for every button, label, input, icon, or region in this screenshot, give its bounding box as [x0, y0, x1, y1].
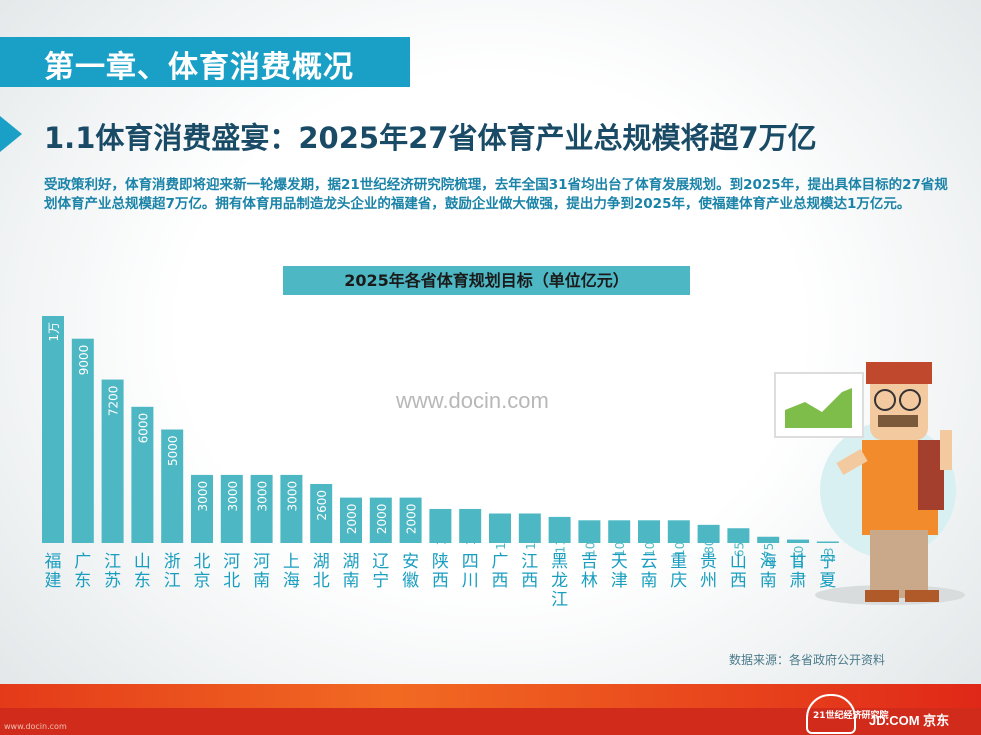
category-label: 黑龙江: [551, 552, 568, 610]
value-label: 150: [792, 546, 806, 569]
bar-广东: [71, 338, 94, 543]
category-label: 江西: [521, 552, 538, 591]
bar-河北: [220, 474, 243, 543]
value-label: 1300: [494, 519, 508, 550]
category-label: 浙江: [164, 552, 181, 591]
category-label: 云南: [641, 552, 658, 591]
bar-四川: [459, 508, 482, 543]
board-chart-icon: [785, 388, 852, 428]
value-label: 2000: [405, 504, 419, 535]
value-label: 3000: [226, 481, 240, 512]
category-label: 吉林: [581, 552, 598, 591]
bar-北京: [191, 474, 213, 543]
value-label: 2600: [315, 490, 329, 521]
watermark: www.docin.com: [396, 388, 549, 413]
category-label: 山西: [730, 552, 747, 591]
value-label: 9000: [77, 345, 91, 376]
value-label: 650: [732, 534, 746, 557]
bar-宁夏: [816, 541, 839, 543]
category-label: 上海: [283, 552, 300, 591]
value-label: 1000: [643, 526, 657, 557]
bar-浙江: [161, 429, 184, 543]
chart-title: 2025年各省体育规划目标（单位亿元）: [344, 271, 629, 290]
bar-江西: [518, 513, 541, 543]
bar-黑龙江: [548, 516, 571, 543]
bar-广西: [489, 513, 511, 543]
value-label: 1000: [613, 526, 627, 557]
category-label: 重庆: [670, 552, 687, 591]
chart-title-banner: 2025年各省体育规划目标（单位亿元）: [283, 266, 690, 295]
bar-吉林: [578, 520, 601, 543]
bar-辽宁: [369, 497, 392, 543]
value-label: 1150: [554, 523, 568, 554]
category-label: 辽宁: [372, 552, 389, 591]
bar-上海: [280, 474, 303, 543]
intro-paragraph: 受政策利好，体育消费即将迎来新一轮爆发期，据21世纪经济研究院梳理，去年全国31…: [44, 177, 948, 212]
category-label: 宁夏: [819, 552, 836, 591]
category-label: 湖南: [343, 552, 360, 591]
value-label: 3000: [196, 481, 210, 512]
value-label: 1500: [464, 515, 478, 546]
category-label: 河北: [223, 552, 240, 591]
value-label: 23: [822, 548, 836, 563]
value-label: 1500: [434, 515, 448, 546]
category-label: 广东: [74, 552, 91, 591]
category-label: 湖北: [313, 552, 330, 591]
presenter-illustration: [774, 362, 965, 605]
category-label: 贵州: [700, 552, 717, 591]
bar-云南: [638, 520, 660, 543]
value-label: 800: [703, 531, 717, 554]
category-label: 河南: [253, 552, 270, 591]
category-label: 陕西: [432, 552, 449, 591]
bar-天津: [608, 520, 631, 543]
brand-21-text: 21世纪经济研究院: [813, 711, 889, 721]
category-label: 甘肃: [790, 552, 807, 591]
bar-山西: [727, 528, 750, 543]
value-label: 275: [762, 543, 776, 566]
value-label: 2000: [375, 504, 389, 535]
category-label: 海南: [760, 552, 777, 591]
category-label: 北京: [194, 552, 211, 591]
value-label: 1300: [524, 519, 538, 550]
value-label: 1000: [583, 526, 597, 557]
bar-湖南: [340, 497, 362, 543]
value-label: 7200: [107, 386, 121, 417]
value-label: 3000: [285, 481, 299, 512]
jd-logo: JD.COM 京东: [869, 713, 950, 728]
section-title: 1.1体育消费盛宴：2025年27省体育产业总规模将超7万亿: [44, 121, 817, 155]
category-label: 天津: [611, 552, 628, 591]
value-label: 2000: [345, 504, 359, 535]
footer-url: www.docin.com: [4, 722, 67, 731]
data-source-note: 数据来源：各省政府公开资料: [729, 653, 886, 667]
bar-江苏: [101, 379, 124, 543]
value-label: 3000: [256, 481, 270, 512]
bar-湖北: [310, 483, 333, 543]
bar-重庆: [667, 520, 690, 543]
category-label: 福建: [45, 552, 62, 591]
bar-福建: [42, 316, 64, 543]
bar-陕西: [429, 508, 452, 543]
chapter-title: 第一章、体育消费概况: [44, 50, 354, 85]
chapter-banner: [0, 37, 410, 87]
value-label: 1万: [47, 322, 61, 342]
value-label: 5000: [166, 436, 180, 467]
category-label: 江苏: [104, 552, 121, 591]
category-label: 四川: [462, 552, 479, 591]
category-label: 山东: [134, 552, 151, 591]
bar-山东: [131, 406, 154, 543]
bar-河南: [250, 474, 273, 543]
category-label: 广西: [492, 552, 509, 591]
bar-海南: [757, 536, 780, 543]
bar-甘肃: [787, 539, 809, 543]
bar-安徽: [399, 497, 422, 543]
brand-21-logo: [806, 694, 856, 734]
bar-贵州: [697, 524, 720, 543]
value-label: 6000: [136, 413, 150, 444]
section-arrow-icon: [0, 116, 22, 152]
category-label: 安徽: [402, 552, 419, 591]
value-label: 1000: [673, 526, 687, 557]
